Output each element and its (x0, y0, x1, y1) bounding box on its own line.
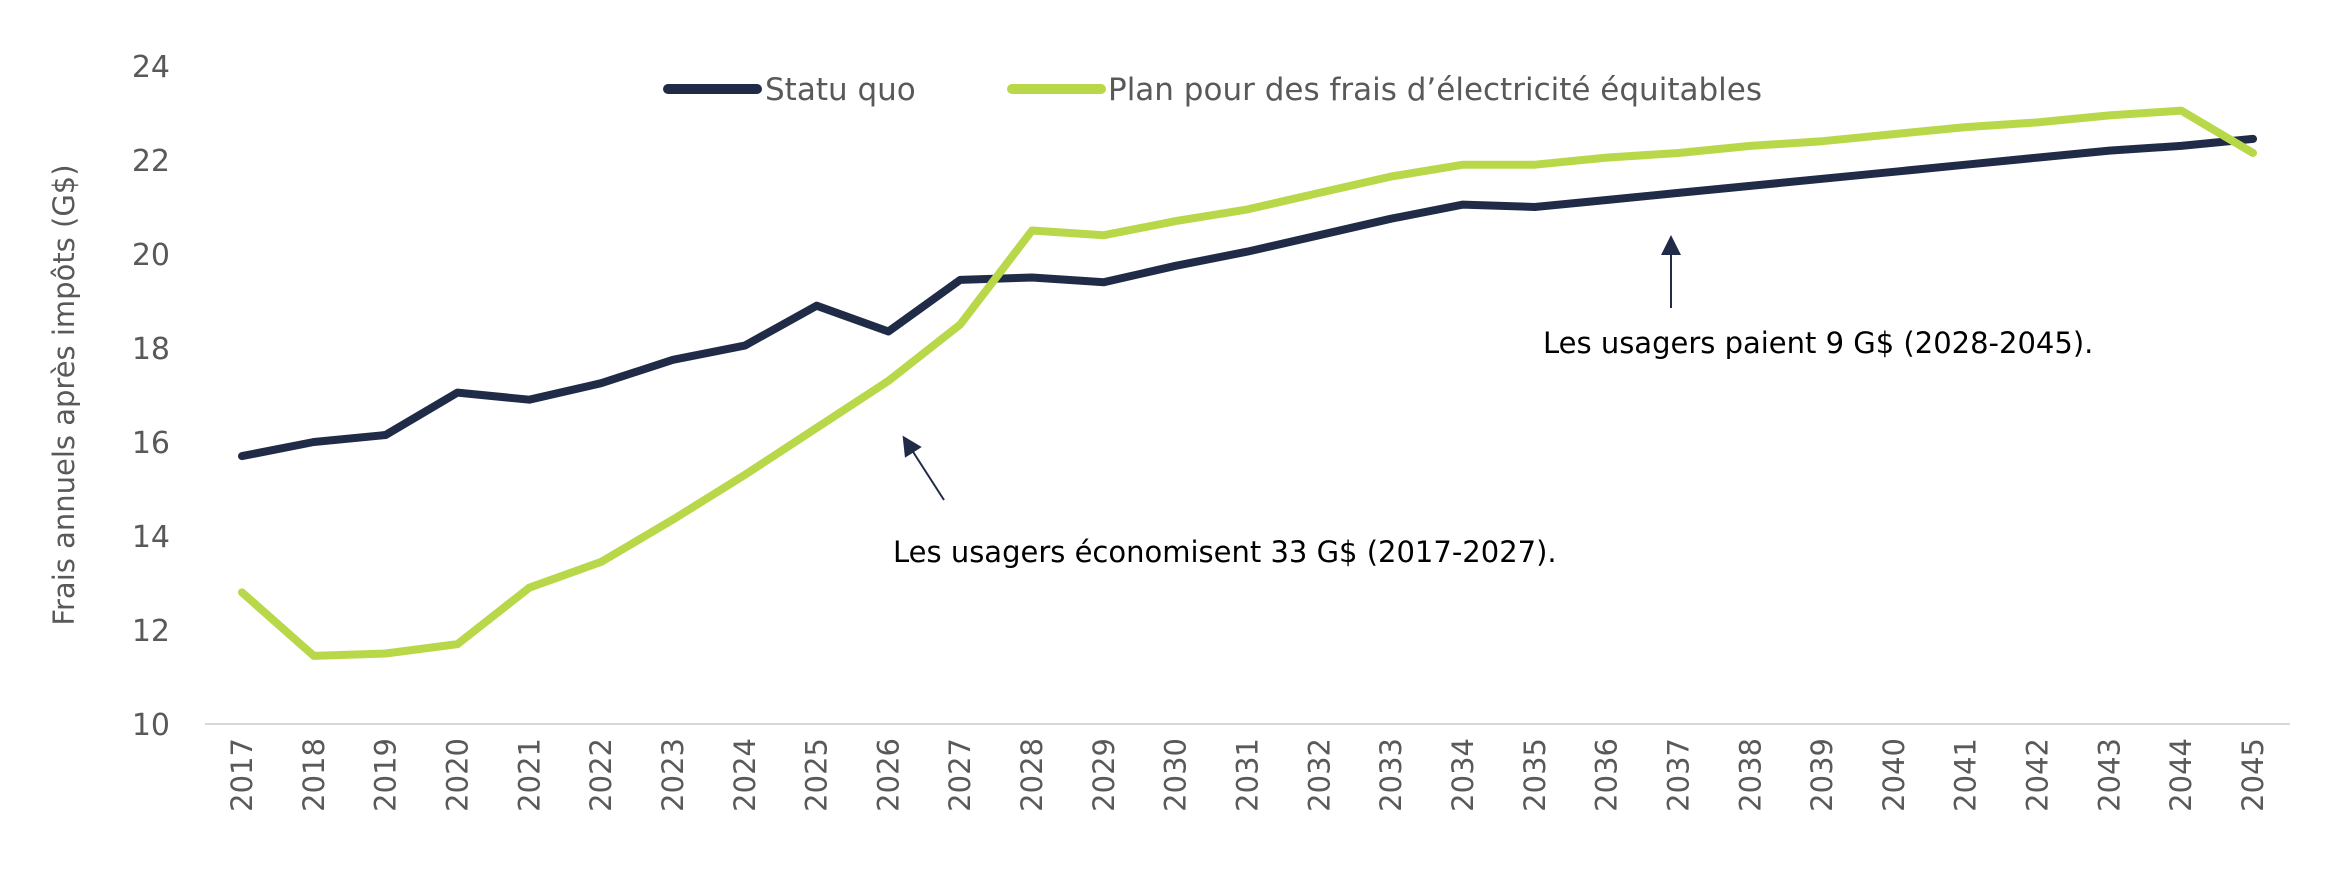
y-tick-label: 20 (132, 238, 170, 273)
annotation-payment: Les usagers paient 9 G$ (2028-2045). (1543, 245, 2093, 360)
annotation-arrow-savings (908, 444, 944, 500)
x-tick-label: 2030 (1159, 738, 1193, 812)
x-tick-label: 2040 (1877, 738, 1911, 812)
x-tick-label: 2033 (1374, 738, 1408, 812)
x-tick-label: 2026 (871, 738, 905, 812)
x-tick-label: 2018 (297, 738, 331, 812)
y-tick-label: 18 (132, 332, 170, 367)
x-tick-label: 2036 (1590, 738, 1624, 812)
x-tick-label: 2024 (728, 738, 762, 812)
x-tick-label: 2039 (1805, 738, 1839, 812)
y-axis-label: Frais annuels après impôts (G$) (47, 164, 81, 625)
x-tick-label: 2045 (2236, 738, 2270, 812)
x-tick-label: 2044 (2164, 738, 2198, 812)
x-tick-label: 2034 (1446, 738, 1480, 812)
y-tick-label: 12 (132, 614, 170, 649)
legend-label-statu-quo: Statu quo (765, 72, 916, 108)
x-tick-label: 2031 (1231, 738, 1265, 812)
y-tick-label: 22 (132, 144, 170, 179)
x-tick-label: 2035 (1518, 738, 1552, 812)
legend: Statu quo Plan pour des frais d’électric… (668, 72, 1762, 108)
y-tick-label: 24 (132, 50, 170, 85)
series-line-statu-quo (242, 139, 2253, 456)
x-tick-label: 2037 (1661, 738, 1695, 812)
x-tick-label: 2032 (1302, 738, 1336, 812)
x-tick-label: 2021 (512, 738, 546, 812)
annotation-text-savings: Les usagers économisent 33 G$ (2017-2027… (893, 535, 1557, 569)
x-tick-label: 2038 (1733, 738, 1767, 812)
x-tick-label: 2028 (1015, 738, 1049, 812)
annotation-text-payment: Les usagers paient 9 G$ (2028-2045). (1543, 326, 2093, 360)
x-tick-label: 2027 (943, 738, 977, 812)
x-tick-label: 2020 (440, 738, 474, 812)
x-tick-label: 2025 (800, 738, 834, 812)
legend-label-plan: Plan pour des frais d’électricité équita… (1108, 72, 1762, 108)
x-tick-label: 2042 (2021, 738, 2055, 812)
x-tick-label: 2023 (656, 738, 690, 812)
x-tick-label: 2029 (1087, 738, 1121, 812)
y-tick-label: 10 (132, 708, 170, 743)
series-line-plan (242, 111, 2253, 656)
x-tick-label: 2019 (369, 738, 403, 812)
annotation-savings: Les usagers économisent 33 G$ (2017-2027… (893, 444, 1557, 569)
y-tick-label: 16 (132, 426, 170, 461)
x-tick-label: 2041 (1949, 738, 1983, 812)
x-tick-label: 2022 (584, 738, 618, 812)
y-tick-label: 14 (132, 520, 170, 555)
x-tick-label: 2043 (2092, 738, 2126, 812)
x-tick-label: 2017 (225, 738, 259, 812)
